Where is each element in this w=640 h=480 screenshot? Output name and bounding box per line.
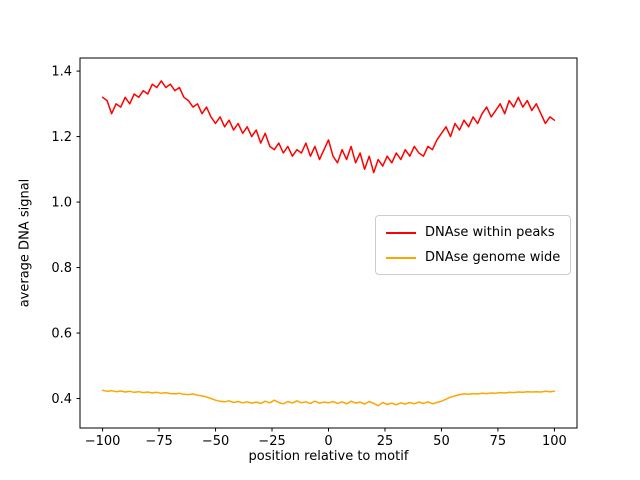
x-tick-label: 0 — [324, 434, 332, 449]
y-tick-label: 0.4 — [51, 392, 72, 407]
x-tick-label: −50 — [202, 434, 229, 449]
x-tick-label: 50 — [433, 434, 450, 449]
x-tick-label: 25 — [377, 434, 394, 449]
legend-line-orange — [386, 256, 416, 259]
x-tick-label: −100 — [85, 434, 121, 449]
x-axis-label: position relative to motif — [248, 449, 409, 464]
y-tick-label: 1.4 — [51, 65, 72, 80]
y-tick-label: 0.8 — [51, 261, 72, 276]
x-tick-label: −25 — [258, 434, 285, 449]
x-tick-label: 100 — [542, 434, 567, 449]
legend-line-red — [386, 231, 416, 234]
x-tick-label: 75 — [490, 434, 507, 449]
y-tick-label: 0.6 — [51, 327, 72, 342]
y-tick-label: 1.2 — [51, 130, 72, 145]
x-tick-label: −75 — [145, 434, 172, 449]
legend-item-dnase-genome-wide: DNAse genome wide — [386, 250, 560, 265]
legend: DNAse within peaks DNAse genome wide — [375, 215, 572, 275]
y-axis-label: average DNA signal — [17, 178, 33, 308]
legend-label-dnase-genome-wide: DNAse genome wide — [425, 250, 561, 265]
series-line-0 — [101, 80, 556, 174]
y-tick-label: 1.0 — [51, 196, 72, 211]
series-line-1 — [101, 389, 556, 407]
legend-item-dnase-within-peaks: DNAse within peaks — [386, 225, 560, 240]
legend-label-dnase-within-peaks: DNAse within peaks — [425, 225, 555, 240]
